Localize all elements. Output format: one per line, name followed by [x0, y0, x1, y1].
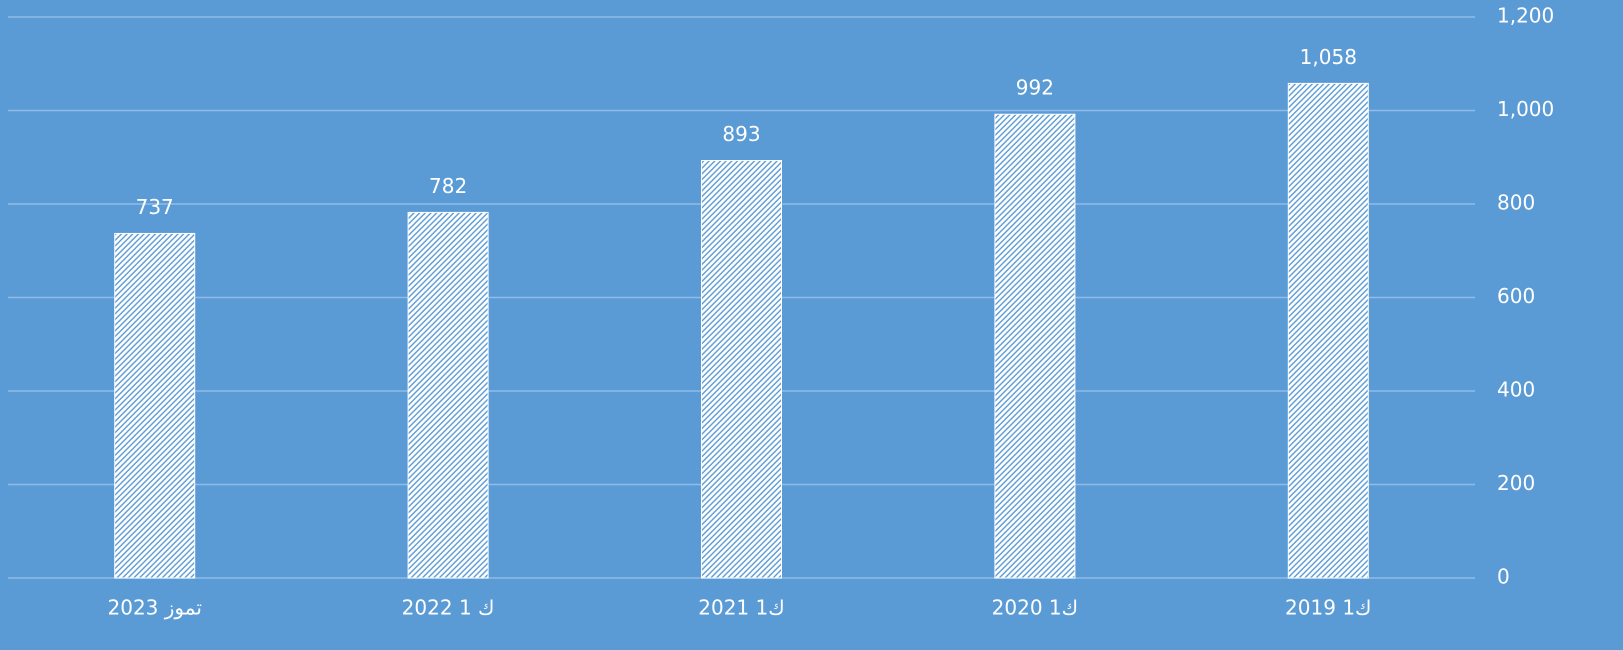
data-label: 782: [429, 174, 467, 198]
bar: [701, 160, 782, 579]
y-tick-label: 800: [1497, 191, 1535, 215]
bar: [1287, 82, 1369, 579]
data-label: 1,058: [1300, 45, 1357, 69]
x-tick-label: تموز 2023: [108, 596, 202, 620]
bar: [114, 232, 196, 579]
bar: [407, 211, 489, 579]
y-tick-label: 1,000: [1497, 97, 1554, 121]
x-tick-label: ك1 2021: [698, 596, 784, 620]
data-label: 737: [136, 195, 174, 219]
x-tick-label: ك1 2020: [992, 596, 1078, 620]
y-tick-label: 400: [1497, 378, 1535, 402]
x-tick-label: ك1 2019: [1285, 596, 1371, 620]
y-tick-label: 1,200: [1497, 4, 1554, 28]
y-tick-label: 600: [1497, 284, 1535, 308]
data-label: 992: [1016, 76, 1054, 100]
bar: [994, 113, 1076, 579]
data-label: 893: [722, 122, 760, 146]
y-tick-label: 200: [1497, 471, 1535, 495]
x-tick-label: ك 1 2022: [402, 596, 495, 620]
y-tick-label: 0: [1497, 565, 1510, 589]
